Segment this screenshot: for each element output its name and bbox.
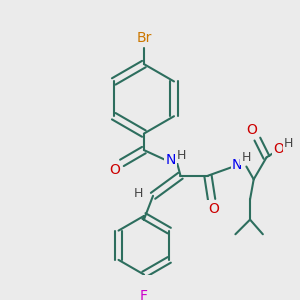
Text: N: N [165,153,176,167]
Text: O: O [208,202,219,216]
Text: H: H [284,137,293,150]
Text: O: O [109,163,120,177]
Text: O: O [273,142,284,156]
Text: H: H [177,149,186,162]
Text: O: O [246,123,257,137]
Text: H: H [242,151,251,164]
Text: Br: Br [136,32,152,45]
Text: H: H [134,188,143,200]
Text: F: F [140,290,148,300]
Text: N: N [232,158,242,172]
